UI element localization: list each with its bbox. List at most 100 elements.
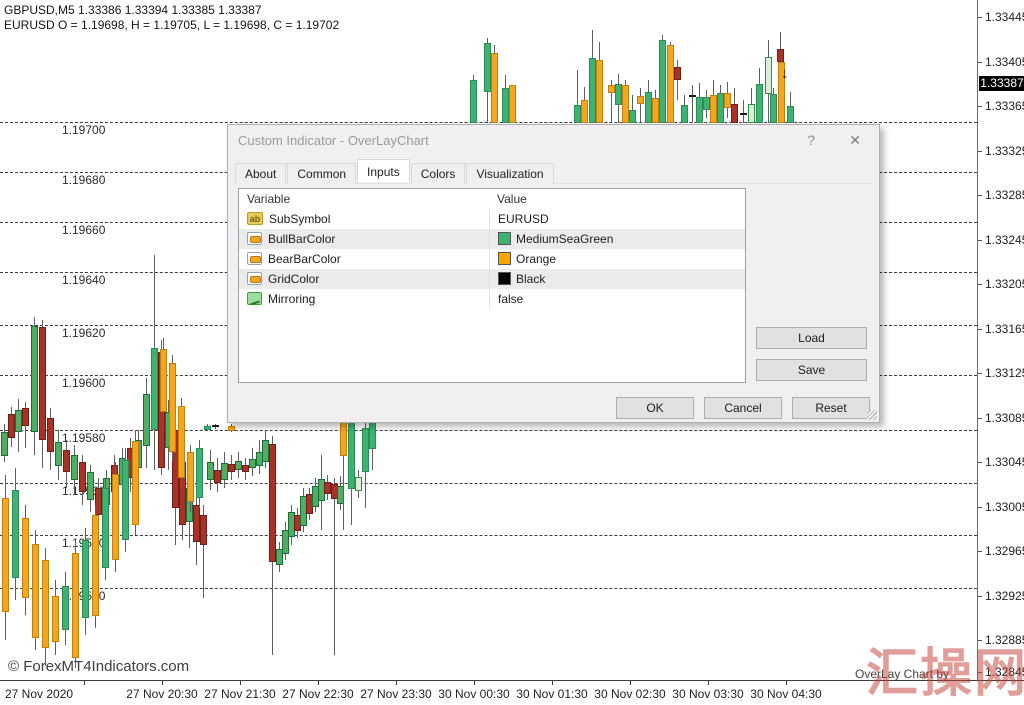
- candle: [2, 498, 9, 612]
- candle: [22, 518, 29, 598]
- value-cell[interactable]: Black: [489, 269, 745, 289]
- candle: [484, 43, 491, 92]
- candle-wick: [577, 70, 578, 123]
- time-label: 30 Nov 04:30: [750, 687, 822, 701]
- candle: [204, 426, 211, 430]
- grid-line: [0, 483, 977, 484]
- value-cell[interactable]: EURUSD: [489, 209, 745, 229]
- time-axis[interactable]: 27 Nov 2020 27 Nov 20:30 27 Nov 21:30 27 No…: [0, 680, 1024, 705]
- value-cell[interactable]: false: [489, 289, 745, 309]
- candle: [778, 62, 785, 123]
- time-label: 30 Nov 03:30: [672, 687, 744, 701]
- candle: [574, 105, 581, 123]
- candle: [235, 461, 242, 470]
- time-tick: [552, 681, 553, 685]
- tab-about[interactable]: About: [235, 163, 287, 184]
- tab-common[interactable]: Common: [287, 163, 357, 184]
- candle: [629, 110, 636, 123]
- candle: [659, 40, 666, 123]
- candle: [122, 460, 129, 540]
- dialog-titlebar[interactable]: Custom Indicator - OverLayChart ? ✕: [228, 125, 879, 155]
- price-label: 1.33245: [985, 233, 1024, 247]
- tab-visualization[interactable]: Visualization: [466, 163, 554, 184]
- candle: [71, 455, 78, 480]
- save-button[interactable]: Save: [756, 359, 867, 381]
- candle-wick: [677, 60, 678, 100]
- candle: [645, 92, 652, 123]
- value-cell[interactable]: MediumSeaGreen: [489, 229, 745, 249]
- candle-wick: [632, 95, 633, 123]
- close-icon[interactable]: ✕: [849, 132, 861, 148]
- candle: [178, 406, 185, 478]
- load-button[interactable]: Load: [756, 327, 867, 349]
- time-label: 30 Nov 00:30: [438, 687, 510, 701]
- price-tick: [978, 672, 982, 673]
- tab-colors[interactable]: Colors: [410, 163, 466, 184]
- candle: [92, 515, 99, 616]
- candle: [160, 349, 167, 412]
- candle: [652, 98, 659, 123]
- reset-button[interactable]: Reset: [792, 397, 870, 419]
- table-row[interactable]: BearBarColor Orange: [239, 249, 745, 269]
- help-icon[interactable]: ?: [807, 132, 815, 148]
- time-tick: [786, 681, 787, 685]
- curve-input-icon: [247, 292, 262, 306]
- candle: [787, 106, 794, 123]
- candle-wick: [743, 100, 744, 123]
- candle-wick: [692, 85, 693, 123]
- price-label: 1.33285: [985, 188, 1024, 202]
- price-label: 1.33205: [985, 277, 1024, 291]
- time-label: 27 Nov 20:30: [126, 687, 198, 701]
- variable-cell: Mirroring: [239, 289, 489, 309]
- indicator-dialog: Custom Indicator - OverLayChart ? ✕ Abou…: [227, 124, 880, 423]
- color-swatch: [498, 272, 511, 286]
- candle: [87, 472, 94, 500]
- candle: [724, 93, 731, 108]
- candle: [740, 113, 747, 115]
- candle-wick: [780, 32, 781, 64]
- candle: [221, 463, 228, 480]
- price-tick: [978, 507, 982, 508]
- resize-grip-icon[interactable]: [867, 410, 877, 420]
- candle: [491, 53, 498, 123]
- candle: [22, 408, 29, 426]
- candle: [770, 94, 777, 123]
- price-axis[interactable]: 1.33445 1.33405 1.33365 1.33325 1.33285 1.332…: [977, 0, 1024, 680]
- table-row[interactable]: ab SubSymbol EURUSD: [239, 209, 745, 229]
- price-label: 1.33445: [985, 10, 1024, 24]
- candle: [8, 414, 15, 438]
- candle: [748, 104, 755, 123]
- candle: [696, 97, 703, 123]
- cancel-button[interactable]: Cancel: [704, 397, 782, 419]
- candle: [82, 540, 89, 618]
- inputs-table[interactable]: Variable Value ab SubSymbol EURUSD BullBarCol…: [238, 188, 746, 383]
- value-cell[interactable]: Orange: [489, 249, 745, 269]
- candle: [193, 505, 200, 542]
- table-header-row: Variable Value: [239, 189, 745, 209]
- candle: [214, 470, 221, 483]
- candle: [228, 426, 235, 431]
- time-tick: [318, 681, 319, 685]
- candle: [72, 553, 79, 658]
- color-input-icon: [247, 252, 262, 266]
- price-label: 1.33085: [985, 411, 1024, 425]
- price-tick: [978, 329, 982, 330]
- candle: [348, 421, 355, 489]
- time-tick: [240, 681, 241, 685]
- table-row[interactable]: BullBarColor MediumSeaGreen: [239, 229, 745, 249]
- candle-wick: [611, 80, 612, 123]
- time-tick: [630, 681, 631, 685]
- candle: [324, 482, 331, 494]
- table-row[interactable]: GridColor Black: [239, 269, 745, 289]
- ok-button[interactable]: OK: [616, 397, 694, 419]
- tab-inputs[interactable]: Inputs: [357, 159, 410, 182]
- candle: [622, 85, 629, 123]
- candle: [169, 363, 176, 452]
- table-row[interactable]: Mirroring false: [239, 289, 745, 309]
- candle: [187, 452, 194, 502]
- time-tick: [396, 681, 397, 685]
- column-header-value: Value: [497, 192, 527, 206]
- candle: [589, 58, 596, 123]
- overlay-price-label: 1.19580: [62, 431, 106, 445]
- time-label: 30 Nov 01:30: [516, 687, 588, 701]
